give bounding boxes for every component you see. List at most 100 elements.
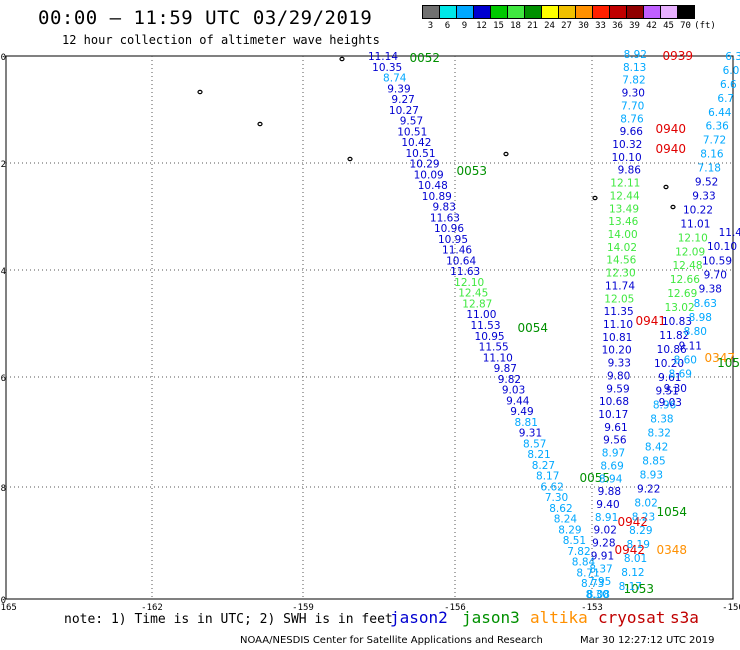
wave-height-value: 6.36 xyxy=(705,121,729,133)
wave-height-value: 12.10 xyxy=(678,232,708,244)
wave-height-value: 7.30 xyxy=(545,492,568,504)
wave-height-value: 11.00 xyxy=(466,309,496,321)
wave-height-value: 10.29 xyxy=(410,159,440,171)
wave-height-value: 10.10 xyxy=(707,241,737,253)
legend-value: 30 xyxy=(578,21,589,31)
wave-height-value: 10.42 xyxy=(401,137,431,149)
wave-height-value: 6.3 xyxy=(725,51,740,63)
wave-height-value: 8.01 xyxy=(624,553,647,565)
legend-value: 27 xyxy=(561,21,572,31)
wave-height-value: 12.87 xyxy=(462,298,492,310)
wave-height-value: 11.55 xyxy=(479,342,509,354)
wave-height-value: 10.95 xyxy=(475,331,505,343)
legend-value: 36 xyxy=(612,21,623,31)
wave-height-value: 8.57 xyxy=(523,438,546,450)
longitude-label: -150 xyxy=(722,603,740,613)
island-icon xyxy=(592,195,598,201)
wave-height-value: 11.14 xyxy=(368,51,398,63)
pass-time-label: 0348 xyxy=(656,543,687,557)
wave-height-value: 9.39 xyxy=(387,83,410,95)
longitude-label: -156 xyxy=(444,603,466,613)
latitude-label: -20 xyxy=(0,53,6,63)
footer-note: note: 1) Time is in UTC; 2) SWH is in fe… xyxy=(64,612,393,627)
longitude-label: -165 xyxy=(0,603,17,613)
wave-height-value: 8.74 xyxy=(383,73,407,85)
wave-height-value: 8.12 xyxy=(621,567,644,579)
wave-height-value: 8.73 xyxy=(581,578,604,590)
wave-height-value: 8.69 xyxy=(600,460,623,472)
wave-height-value: 8.96 xyxy=(653,400,677,412)
wave-height-value: 9.52 xyxy=(695,177,718,189)
wave-height-value: 10.32 xyxy=(612,139,642,151)
wave-height-value: 8.63 xyxy=(694,298,717,310)
satellite-name: cryosat xyxy=(598,608,666,627)
wave-height-value: 11.01 xyxy=(680,218,710,230)
wave-height-value: 8.94 xyxy=(599,473,623,485)
pass-time-label: 0347 xyxy=(704,351,735,365)
wave-height-value: 11.35 xyxy=(604,306,634,318)
wave-height-value: 8.23 xyxy=(632,511,655,523)
wave-height-value: 8.92 xyxy=(624,49,647,61)
wave-height-value: 12.66 xyxy=(670,274,700,286)
axis-labels: -20 -22 -24 -26 -28 -30-165 -162 -159 -156 -153 -1… xyxy=(0,53,740,613)
latitude-label: -28 xyxy=(0,484,6,494)
legend-value: 33 xyxy=(595,21,606,31)
wave-height-value: 6.7 xyxy=(717,93,734,105)
wave-height-value: 9.70 xyxy=(704,270,727,282)
wave-height-value: 9.30 xyxy=(622,88,645,100)
wave-height-value: 8.13 xyxy=(623,62,646,74)
wave-height-value: 10.22 xyxy=(683,204,713,216)
wave-height-value: 10.86 xyxy=(657,344,687,356)
wave-height-value: 8.02 xyxy=(634,497,657,509)
wave-height-value: 9.83 xyxy=(433,202,456,214)
wave-height-value: 9.49 xyxy=(510,406,533,418)
wave-height-value: 8.51 xyxy=(563,535,586,547)
wave-height-value: 14.00 xyxy=(608,229,638,241)
wave-height-value: 13.02 xyxy=(665,302,695,314)
wave-height-value: 8.37 xyxy=(589,563,612,575)
wave-height-value: 9.51 xyxy=(655,386,678,398)
longitude-label: -159 xyxy=(292,603,314,613)
wave-height-value: 9.27 xyxy=(391,94,414,106)
wave-height-value: 11.53 xyxy=(470,320,500,332)
wave-height-value: 10.09 xyxy=(414,169,444,181)
legend-value: 39 xyxy=(629,21,640,31)
generated-timestamp: Mar 30 12:27:12 UTC 2019 xyxy=(580,635,715,646)
wave-height-value: 9.03 xyxy=(502,385,525,397)
wave-height-value: 9.57 xyxy=(400,116,423,128)
wave-height-value: 10.68 xyxy=(599,396,629,408)
satellite-name: jason2 xyxy=(390,608,448,627)
legend-value: 24 xyxy=(544,21,555,31)
wave-height-value: 8.08 xyxy=(587,589,610,601)
wave-height-value: 9.91 xyxy=(591,550,614,562)
satellite-name: altika xyxy=(530,608,588,627)
wave-height-value: 10.96 xyxy=(434,223,464,235)
wave-height-value: 9.28 xyxy=(592,538,615,550)
wave-height-value: 8.19 xyxy=(627,539,650,551)
wave-height-value: 10.83 xyxy=(662,316,692,328)
wave-height-value: 11.82 xyxy=(659,330,689,342)
wave-height-value: 11.74 xyxy=(605,280,635,292)
wave-height-value: 8.62 xyxy=(549,503,572,515)
wave-height-value: 10.51 xyxy=(405,148,435,160)
wave-height-value: 14.56 xyxy=(606,255,636,267)
wave-height-value: 9.33 xyxy=(692,190,715,202)
longitude-label: -153 xyxy=(581,603,603,613)
pass-time-label: 0942 xyxy=(617,515,648,529)
wave-height-value: 6.0 xyxy=(723,65,740,77)
legend-value: 6 xyxy=(444,21,451,31)
wave-height-value: 12.11 xyxy=(610,178,640,190)
wave-height-value: 12.30 xyxy=(606,268,636,280)
wave-height-value: 10.89 xyxy=(422,191,452,203)
wave-height-value: 9.30 xyxy=(664,383,687,395)
wave-height-value: 9.22 xyxy=(637,483,660,495)
wave-height-value: 8.17 xyxy=(619,581,642,593)
wave-height-value: 6.62 xyxy=(540,481,563,493)
wave-height-value: 7.95 xyxy=(588,576,611,588)
wave-height-value: 9.33 xyxy=(608,358,631,370)
wave-height-value: 9.82 xyxy=(498,374,521,386)
wave-height-value: 9.86 xyxy=(618,165,642,177)
wave-height-value: 12.48 xyxy=(672,260,702,272)
wave-height-value: 10.51 xyxy=(397,126,427,138)
